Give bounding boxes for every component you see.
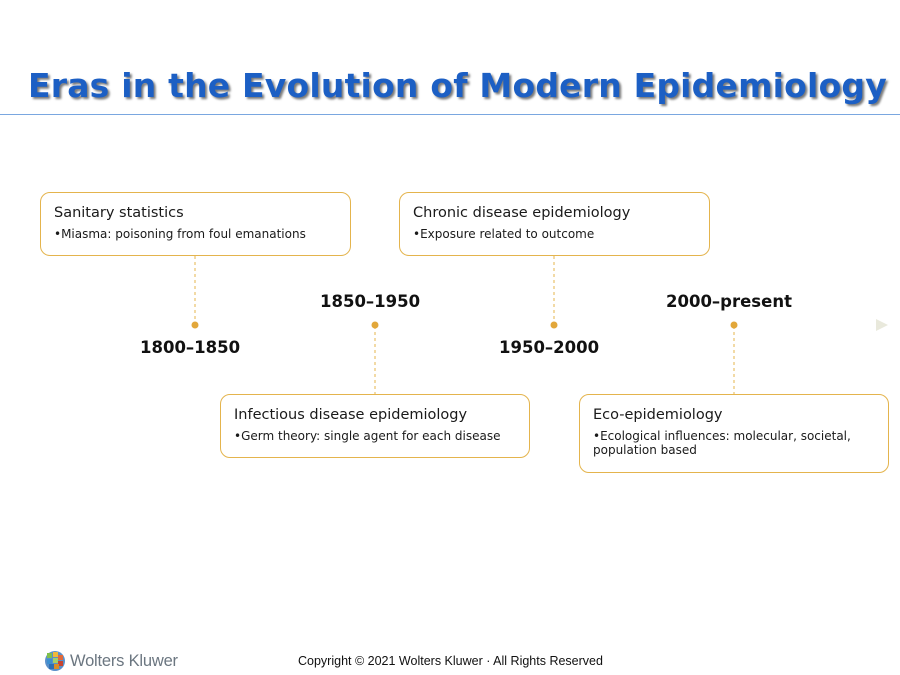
era-box-sanitary-statistics: Sanitary statistics •Miasma: poisoning f… bbox=[40, 192, 351, 256]
era-box-infectious-disease: Infectious disease epidemiology •Germ th… bbox=[220, 394, 530, 458]
brand-logo: Wolters Kluwer bbox=[44, 649, 178, 673]
timeline-marker-2 bbox=[371, 321, 379, 329]
era-heading: Infectious disease epidemiology bbox=[234, 407, 468, 423]
era-detail: •Exposure related to outcome bbox=[413, 227, 595, 241]
title-divider bbox=[0, 114, 900, 115]
copyright-notice: Copyright © 2021 Wolters Kluwer · All Ri… bbox=[298, 654, 603, 668]
era-box-chronic-disease: Chronic disease epidemiology •Exposure r… bbox=[399, 192, 710, 256]
era-period-4: 2000–present bbox=[666, 292, 792, 311]
era-detail: •Ecological influences: molecular, socie… bbox=[593, 429, 851, 457]
era-period-3: 1950–2000 bbox=[499, 338, 600, 357]
era-period-2: 1850–1950 bbox=[320, 292, 421, 311]
era-heading: Eco-epidemiology bbox=[593, 407, 723, 423]
era-box-eco-epidemiology: Eco-epidemiology •Ecological influences:… bbox=[579, 394, 889, 473]
timeline-marker-4 bbox=[730, 321, 738, 329]
era-heading: Sanitary statistics bbox=[54, 205, 184, 221]
page-title: Eras in the Evolution of Modern Epidemio… bbox=[28, 66, 887, 105]
brand-name: Wolters Kluwer bbox=[70, 651, 178, 670]
era-period-1: 1800–1850 bbox=[140, 338, 241, 357]
era-heading: Chronic disease epidemiology bbox=[413, 205, 631, 221]
era-detail: •Miasma: poisoning from foul emanations bbox=[54, 227, 306, 241]
era-detail: •Germ theory: single agent for each dise… bbox=[234, 429, 501, 443]
timeline-marker-1 bbox=[191, 321, 199, 329]
timeline-marker-3 bbox=[550, 321, 558, 329]
timeline-arrowhead bbox=[876, 319, 888, 331]
wolters-kluwer-logo-icon bbox=[45, 651, 65, 671]
